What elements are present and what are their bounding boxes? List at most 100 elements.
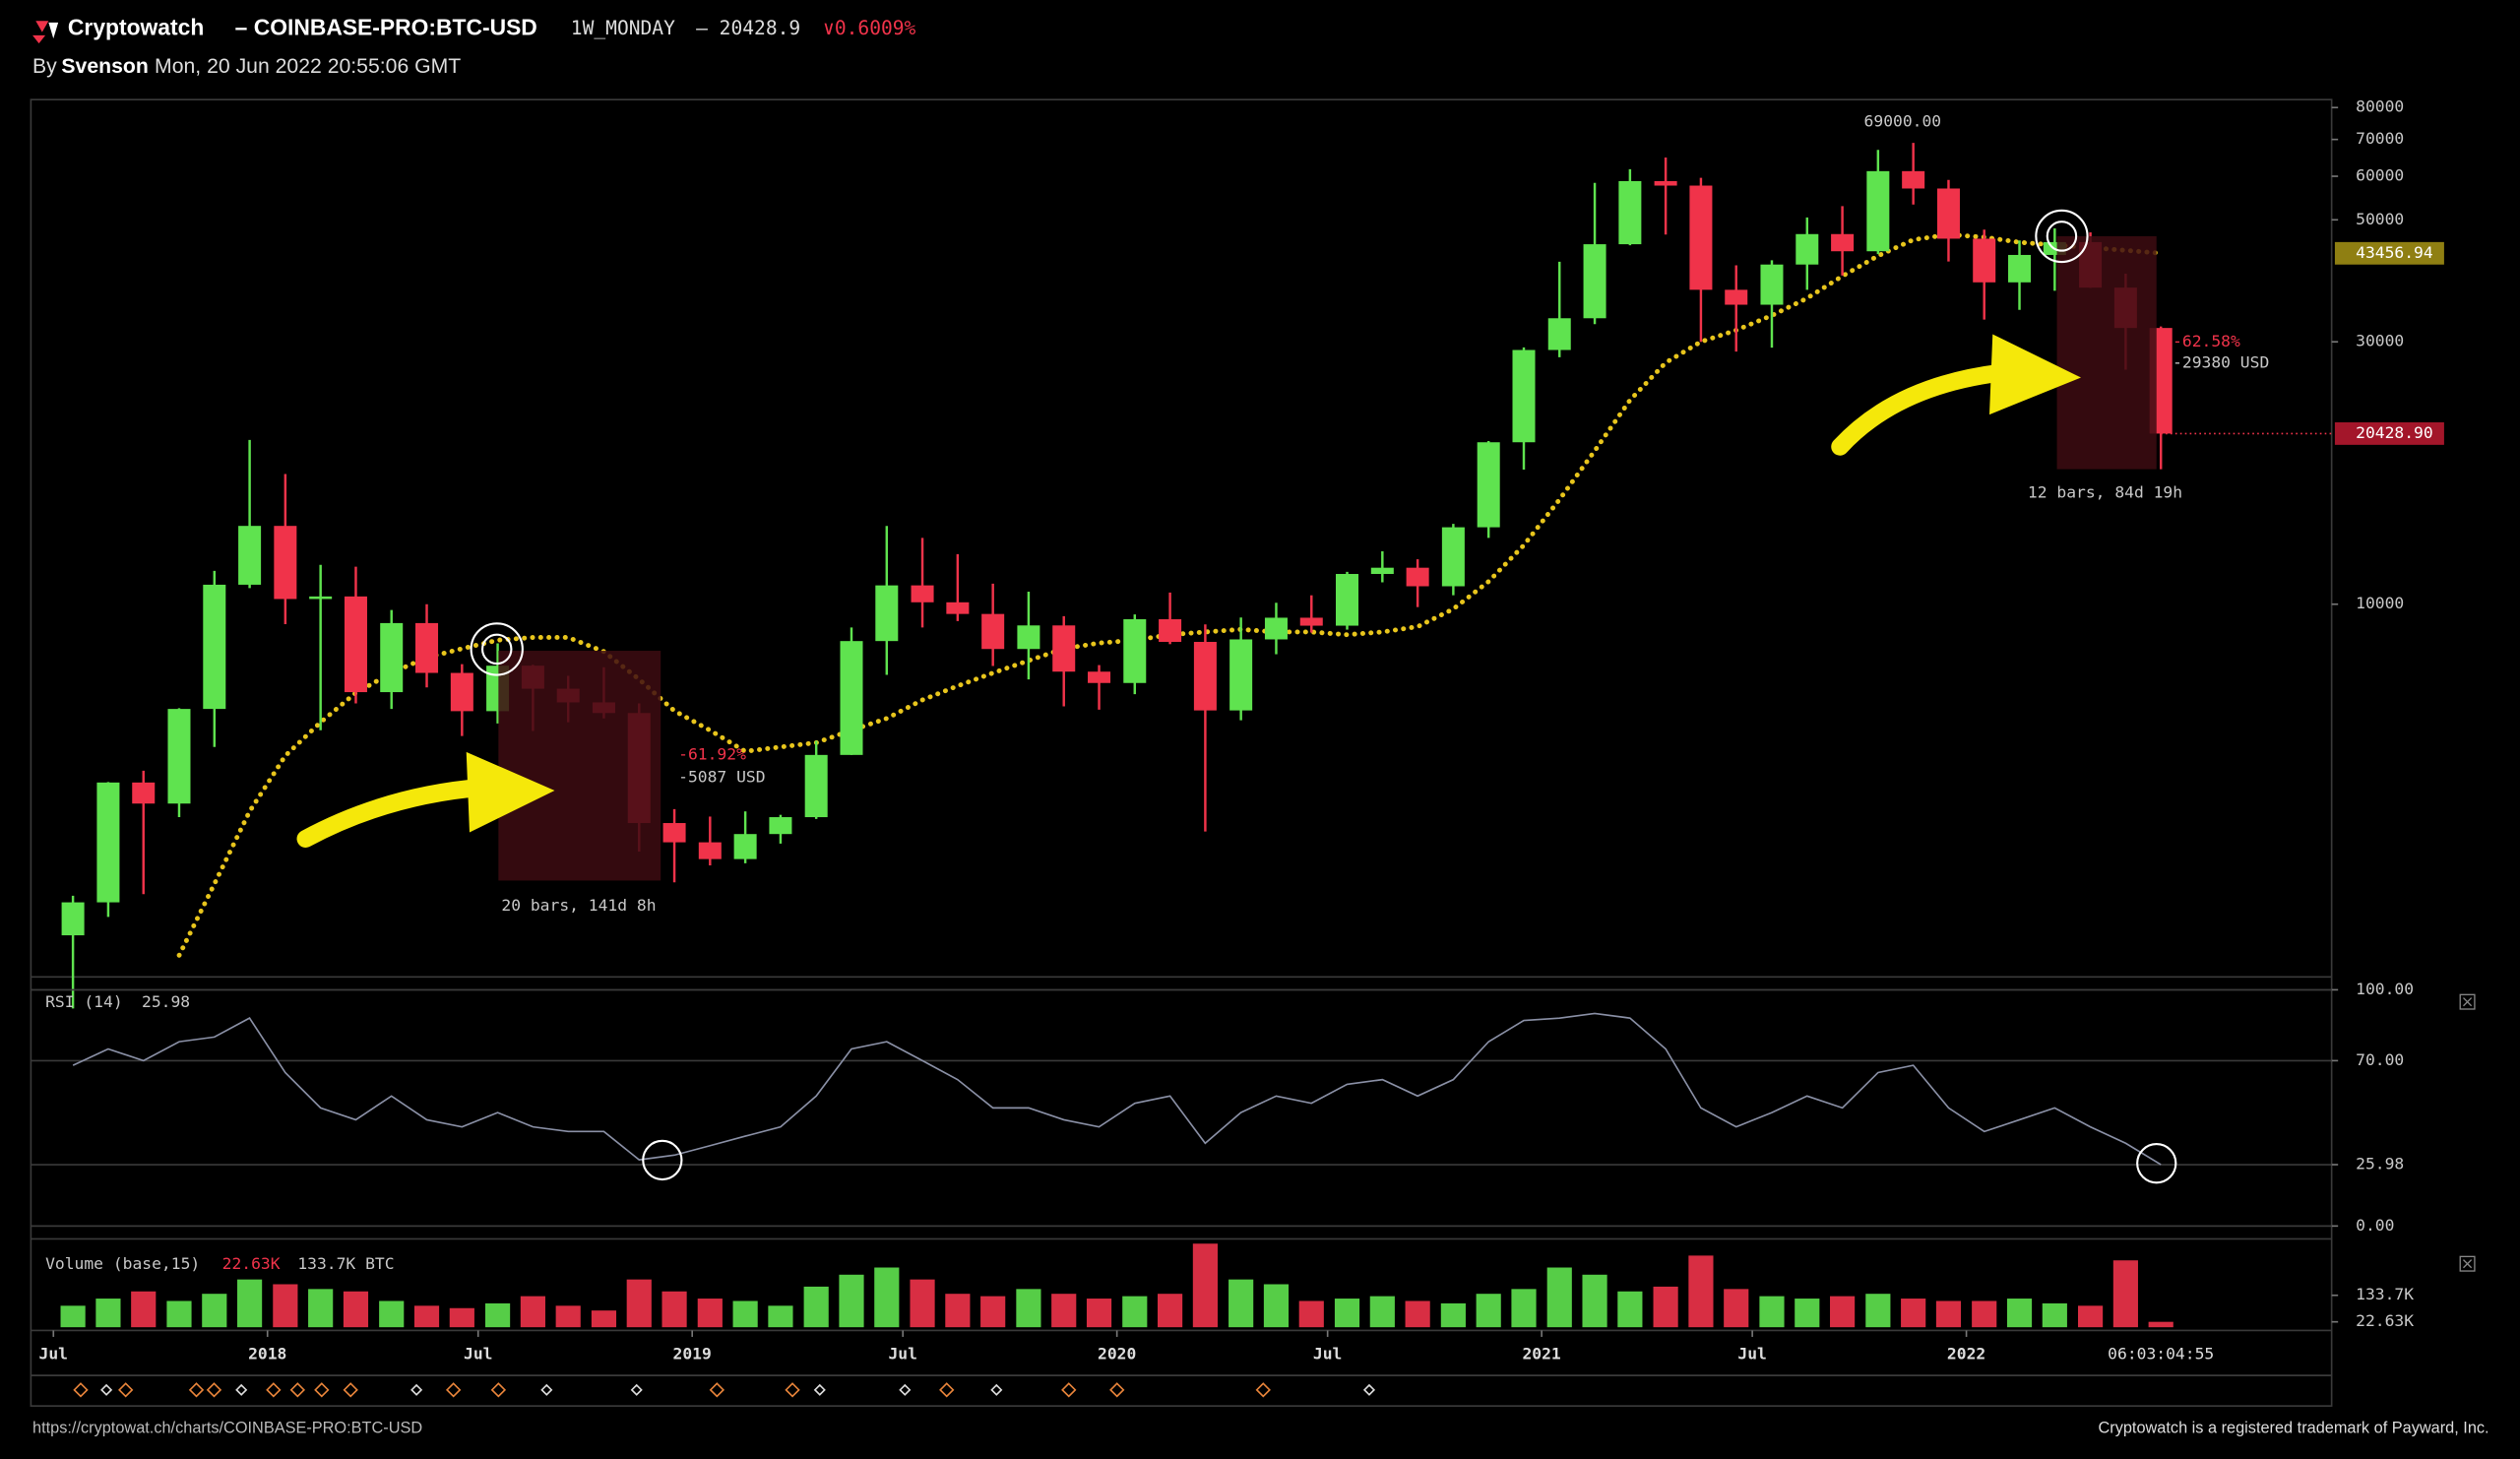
candle-body xyxy=(2008,254,2032,283)
chart-frame xyxy=(30,98,2333,1407)
chart-url[interactable]: https://cryptowat.ch/charts/COINBASE-PRO… xyxy=(32,1419,422,1436)
volume-bar xyxy=(520,1296,545,1328)
price-change: ∨0.6009% xyxy=(823,17,916,39)
price-badge-label: 43456.94 xyxy=(2356,243,2433,262)
y-tick-label: 70.00 xyxy=(2356,1050,2404,1069)
panel-unit: 133.7K BTC xyxy=(297,1254,394,1273)
volume-bar xyxy=(1935,1300,1962,1328)
price-badge-label: 20428.90 xyxy=(2356,423,2433,442)
volume-bar xyxy=(1476,1294,1501,1328)
volume-bar xyxy=(1016,1289,1041,1328)
candle-body xyxy=(1725,289,1748,305)
logo xyxy=(32,21,59,44)
y-tick-label: 50000 xyxy=(2356,210,2404,228)
candle-body xyxy=(1796,233,1819,265)
candle-body xyxy=(1088,671,1111,683)
y-tick-label: 60000 xyxy=(2356,166,2404,185)
volume-bar xyxy=(1759,1296,1785,1328)
volume-bar xyxy=(484,1302,511,1328)
panel-value: 22.63K xyxy=(222,1254,281,1273)
volume-bar xyxy=(1653,1286,1678,1328)
candle-body xyxy=(1159,619,1182,643)
candle-body xyxy=(1229,639,1253,711)
volume-bar xyxy=(449,1307,474,1328)
candle-body xyxy=(1406,567,1429,587)
candle-body xyxy=(840,641,863,755)
y-tick-label: 30000 xyxy=(2356,332,2404,350)
candle-body xyxy=(1052,625,1076,672)
close-buttons[interactable] xyxy=(2459,993,2476,1272)
y-tick-label: 100.00 xyxy=(2356,980,2414,998)
y-tick-label: 25.98 xyxy=(2356,1155,2404,1174)
volume-bar xyxy=(591,1310,617,1328)
volume-bar xyxy=(874,1267,900,1328)
candle-body xyxy=(733,834,757,859)
volume-bar xyxy=(555,1305,581,1328)
candle-body xyxy=(1017,625,1040,650)
interval: 1W_MONDAY xyxy=(571,17,675,39)
volume-bar xyxy=(1865,1294,1891,1328)
candle-body xyxy=(981,613,1005,650)
candle-body xyxy=(1866,170,1890,252)
y-tick-label: 80000 xyxy=(2356,97,2404,116)
candle-body xyxy=(1123,619,1147,683)
ath-label: 69000.00 xyxy=(1864,112,1942,131)
candle-body xyxy=(450,672,473,712)
candle-body xyxy=(1477,442,1500,528)
volume-bar xyxy=(1688,1255,1714,1328)
volume-bar xyxy=(1830,1296,1856,1328)
x-tick-label: 2019 xyxy=(673,1344,712,1363)
x-tick-label: 2018 xyxy=(248,1344,286,1363)
arrows xyxy=(296,334,2082,848)
volume-bar xyxy=(2112,1260,2138,1328)
volume-bar xyxy=(1440,1302,1466,1328)
volume-bar xyxy=(1192,1243,1218,1328)
candle-body xyxy=(911,585,934,603)
candle-body xyxy=(698,842,722,859)
volume-bar xyxy=(1724,1289,1749,1328)
x-tick-label: 2020 xyxy=(1098,1344,1136,1363)
measure-box xyxy=(2056,235,2157,470)
volume-bar xyxy=(1228,1279,1254,1328)
candle-body xyxy=(61,902,85,936)
y-tick-label: 70000 xyxy=(2356,129,2404,148)
volume-bar xyxy=(237,1279,263,1328)
volume-bar xyxy=(1795,1299,1820,1328)
candle-body xyxy=(1902,170,1925,189)
candle-body xyxy=(167,709,191,804)
plot-layer: 80000 70000 60000 50000 30000 10000 43456.94 20… xyxy=(31,97,2444,1363)
countdown: 06:03:04:55 xyxy=(2108,1344,2214,1363)
candle-body xyxy=(96,782,120,903)
panel-title: RSI (14) xyxy=(45,992,123,1011)
event-markers xyxy=(73,1382,1376,1398)
x-tick-label: Jul xyxy=(1313,1344,1342,1363)
volume-bar xyxy=(2148,1321,2174,1328)
volume-bar xyxy=(697,1299,723,1328)
measure-pct: -62.58% xyxy=(2173,332,2240,350)
panel-value: 25.98 xyxy=(142,992,190,1011)
trademark: Cryptowatch is a registered trademark of… xyxy=(2098,1419,2488,1436)
volume-bar xyxy=(945,1294,971,1328)
volume-bar xyxy=(2006,1299,2033,1328)
x-tick-label: Jul xyxy=(464,1344,492,1363)
volume-bar xyxy=(2077,1305,2104,1328)
x-tick-label: 2021 xyxy=(1522,1344,1560,1363)
candle-body xyxy=(309,596,333,600)
measure-usd: -29380 USD xyxy=(2173,352,2269,371)
volume-bar xyxy=(1972,1300,1997,1328)
volume-bar xyxy=(308,1289,334,1328)
volume-bar xyxy=(1051,1294,1077,1328)
candle-body xyxy=(1831,233,1855,252)
candle-body xyxy=(132,782,156,804)
candle-body xyxy=(1936,188,1960,239)
volume-bar xyxy=(1901,1299,1926,1328)
volume-bar xyxy=(1158,1294,1183,1328)
price-badge xyxy=(2334,241,2444,265)
volume-bar xyxy=(1511,1289,1537,1328)
volume-bar xyxy=(662,1291,687,1328)
candle-body xyxy=(274,526,297,600)
candle-body xyxy=(203,584,226,710)
